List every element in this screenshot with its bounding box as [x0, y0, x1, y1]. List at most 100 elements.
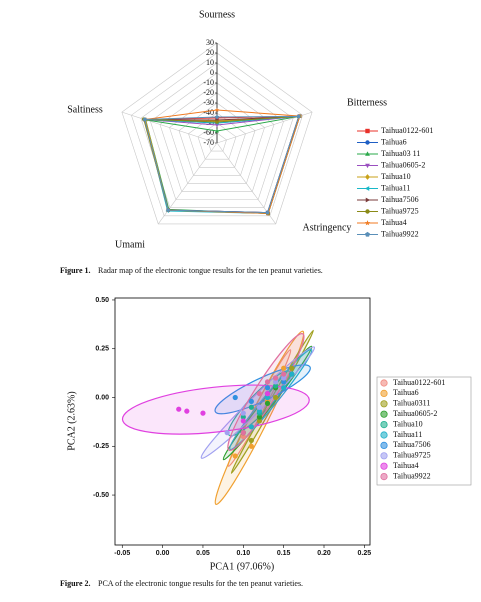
point	[248, 404, 254, 410]
marker	[142, 117, 147, 122]
series-line	[144, 115, 301, 214]
grid-ring	[121, 42, 313, 225]
grid-ring	[188, 112, 246, 168]
x-tick-label: 0.25	[358, 550, 372, 557]
r-tick-label: 20	[206, 48, 214, 57]
legend-marker	[365, 163, 370, 169]
axis-label: Umami	[115, 239, 145, 250]
legend-label: Taihua6	[381, 137, 407, 146]
y-tick-label: 0.25	[95, 346, 109, 353]
legend-marker	[380, 389, 388, 397]
x-tick-label: 0.15	[277, 550, 291, 557]
series-line	[144, 109, 301, 214]
legend-marker	[365, 209, 370, 214]
grid-ring	[150, 72, 284, 200]
y-axis-title: PCA2 (2.63%)	[66, 391, 77, 450]
legend-label: Taihua11	[381, 183, 410, 192]
point	[256, 408, 263, 414]
axis-label: Bitterness	[347, 97, 387, 108]
legend-label: Taihua7506	[381, 195, 419, 204]
marker	[296, 114, 301, 119]
legend-box	[376, 376, 472, 486]
point	[224, 430, 230, 436]
marker	[166, 207, 171, 212]
y-tick-label: -0.50	[93, 492, 109, 499]
point	[289, 365, 295, 371]
legend-label: Taihua9725	[393, 451, 431, 460]
point	[256, 418, 263, 424]
point	[240, 430, 246, 436]
legend-marker	[380, 379, 388, 387]
point	[256, 391, 263, 397]
legend-label: Taihua9922	[393, 471, 431, 480]
caption: Radar map of the electronic tongue resul…	[98, 266, 323, 275]
legend-label: Taihua9725	[381, 206, 419, 215]
point	[272, 394, 279, 401]
r-tick-label: 10	[206, 58, 214, 67]
plot-area	[121, 329, 316, 506]
legend-label: Taihua4	[381, 218, 407, 227]
r-tick-label: -70	[203, 138, 214, 147]
caption: PCA of the electronic tongue results for…	[98, 579, 303, 588]
legend-marker	[380, 431, 388, 439]
point	[248, 424, 254, 430]
r-tick-label: -20	[203, 88, 214, 97]
point	[184, 408, 190, 414]
marker	[215, 120, 219, 124]
legend-marker	[380, 410, 388, 418]
point	[264, 394, 271, 401]
legend-label: Taihua9922	[381, 229, 419, 238]
series-line	[144, 115, 301, 214]
legend-marker	[380, 462, 388, 470]
point	[200, 410, 206, 416]
x-tick-label: 0.10	[236, 550, 250, 557]
grid-ring	[197, 122, 237, 160]
series-line	[144, 115, 301, 214]
series-line	[144, 115, 300, 214]
legend-label: Taihua0605-2	[381, 160, 425, 169]
axis-label: Astringency	[303, 222, 352, 233]
legend-label: Taihua10	[393, 419, 423, 428]
point	[272, 383, 279, 389]
point	[232, 453, 238, 459]
point	[248, 443, 254, 449]
grid-ring	[140, 62, 294, 209]
legend-marker	[364, 186, 370, 191]
caption-label: Figure 1.	[60, 266, 91, 275]
point	[264, 391, 271, 397]
x-tick-label: 0.05	[196, 550, 210, 557]
legend-marker	[380, 441, 388, 449]
legend-marker	[380, 472, 388, 481]
legend-marker	[365, 174, 370, 180]
marker	[214, 114, 220, 119]
point	[264, 379, 271, 385]
legend-label: Taihua6	[393, 388, 419, 397]
legend-marker	[364, 231, 371, 237]
series-line	[144, 115, 300, 214]
point	[272, 379, 279, 385]
legend-label: Taihua0605-2	[393, 409, 437, 418]
confidence-ellipse	[121, 384, 310, 435]
legend-marker	[365, 197, 371, 203]
y-tick-label: -0.25	[93, 443, 109, 450]
x-tick-label: 0.20	[317, 550, 331, 557]
point	[240, 418, 246, 424]
legend-label: Taihua03 11	[381, 149, 420, 158]
point	[176, 406, 182, 412]
r-tick-label: -10	[203, 78, 214, 87]
grid-ring	[207, 132, 227, 152]
point	[240, 433, 246, 440]
point	[281, 365, 287, 371]
series-line	[145, 115, 300, 214]
legend-label: Taihua7506	[393, 440, 431, 449]
point	[281, 379, 287, 385]
legend-marker	[380, 420, 388, 429]
point	[248, 437, 254, 444]
point	[232, 394, 238, 401]
r-tick-label: -30	[203, 98, 214, 107]
point	[240, 414, 246, 420]
y-tick-label: 0.00	[95, 394, 109, 401]
point	[248, 398, 254, 405]
point	[256, 404, 263, 410]
